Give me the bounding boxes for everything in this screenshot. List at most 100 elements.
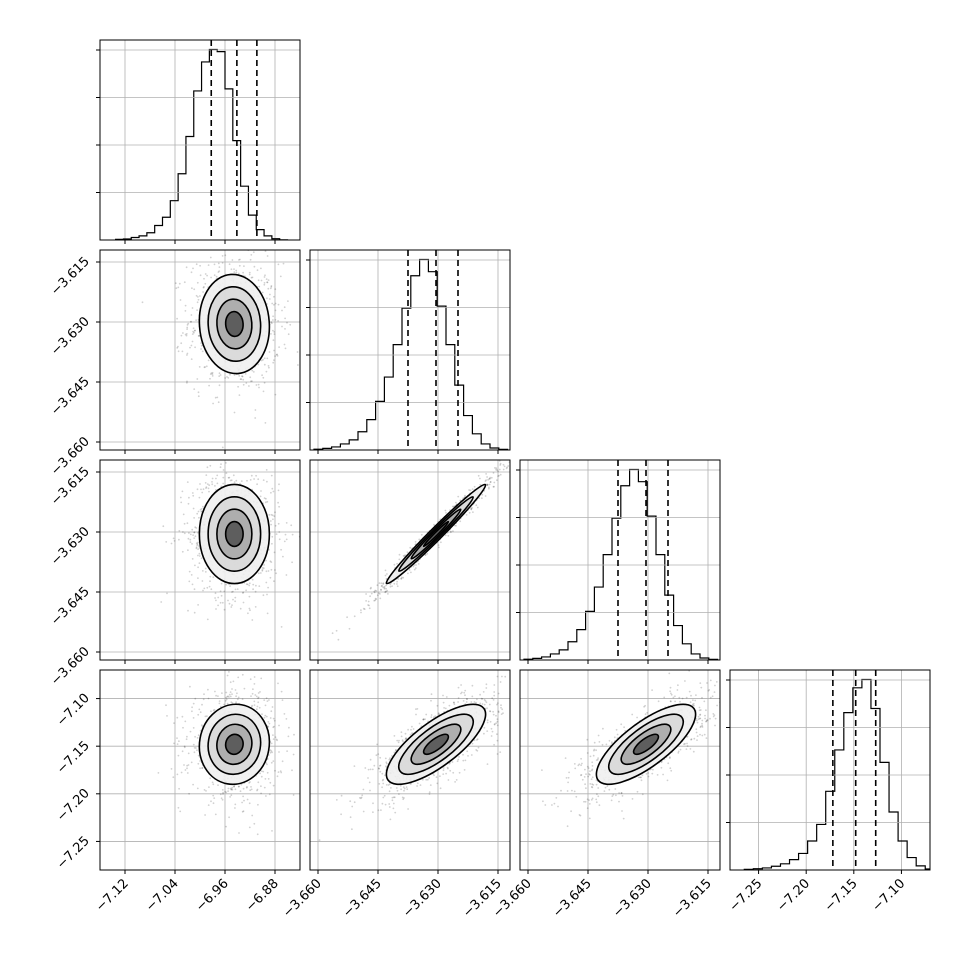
density-p3-p4 xyxy=(541,670,720,828)
contour-2 xyxy=(398,713,475,776)
sample-point xyxy=(268,453,270,455)
sample-point xyxy=(177,806,180,809)
sample-point xyxy=(239,482,241,485)
sample-point xyxy=(197,532,199,534)
sample-point xyxy=(229,373,231,376)
sample-point xyxy=(493,694,496,697)
sample-point xyxy=(231,702,234,704)
ytick-label-2: −3.630 xyxy=(48,314,93,359)
sample-point xyxy=(410,782,412,785)
sample-point xyxy=(269,520,272,522)
sample-point xyxy=(212,576,215,579)
sample-point xyxy=(277,263,280,266)
sample-point xyxy=(489,710,492,713)
sample-point xyxy=(391,796,394,799)
sample-point xyxy=(473,701,476,703)
sample-point xyxy=(221,262,224,264)
sample-point xyxy=(703,700,706,703)
sample-point xyxy=(262,567,265,570)
sample-point xyxy=(485,479,487,481)
sample-point xyxy=(191,333,194,335)
sample-point xyxy=(254,694,257,696)
sample-point xyxy=(248,802,251,805)
sample-point xyxy=(186,481,189,483)
sample-point xyxy=(209,373,212,375)
sample-point xyxy=(476,749,479,752)
sample-point xyxy=(239,258,241,261)
sample-point xyxy=(443,707,445,709)
sample-point xyxy=(400,731,403,734)
sample-point xyxy=(228,816,231,819)
sample-point xyxy=(285,522,288,524)
sample-point xyxy=(222,469,225,471)
sample-point xyxy=(191,492,194,494)
sample-point xyxy=(393,735,396,737)
sample-point xyxy=(277,522,280,525)
sample-point xyxy=(268,793,271,796)
sample-point xyxy=(260,267,262,270)
sample-point xyxy=(392,796,395,799)
sample-point xyxy=(282,262,285,265)
sample-point xyxy=(488,483,491,486)
sample-point xyxy=(405,786,408,788)
sample-point xyxy=(248,595,251,598)
sample-point xyxy=(222,791,224,794)
sample-point xyxy=(421,778,424,781)
sample-point xyxy=(257,383,260,386)
sample-point xyxy=(639,776,642,779)
sample-point xyxy=(230,788,233,791)
sample-point xyxy=(197,510,200,513)
sample-point xyxy=(265,278,268,280)
sample-point xyxy=(211,375,214,377)
sample-point xyxy=(331,632,334,635)
sample-point xyxy=(256,833,259,836)
sample-point xyxy=(273,551,276,554)
sample-point xyxy=(384,590,387,593)
sample-point xyxy=(360,609,362,611)
sample-point xyxy=(205,365,208,368)
sample-point xyxy=(217,604,219,607)
sample-point xyxy=(197,391,200,394)
sample-point xyxy=(495,467,498,470)
sample-point xyxy=(198,456,200,458)
sample-point xyxy=(277,771,280,773)
sample-point xyxy=(270,513,273,516)
sample-point xyxy=(272,315,274,318)
sample-point xyxy=(621,795,624,797)
sample-point xyxy=(233,271,236,273)
sample-point xyxy=(488,477,491,480)
sample-point xyxy=(281,760,284,763)
sample-point xyxy=(368,604,370,607)
sample-point xyxy=(250,380,252,383)
sample-point xyxy=(382,778,385,781)
sample-point xyxy=(180,334,183,337)
sample-point xyxy=(388,803,391,805)
sample-point xyxy=(264,422,267,424)
sample-point xyxy=(246,786,248,788)
sample-point xyxy=(273,580,275,583)
sample-point xyxy=(476,738,479,740)
sample-point xyxy=(429,784,432,786)
sample-point xyxy=(670,693,673,696)
sample-point xyxy=(203,587,206,590)
sample-point xyxy=(396,562,398,565)
sample-point xyxy=(181,490,184,493)
sample-point xyxy=(192,727,195,729)
sample-point xyxy=(492,710,494,713)
sample-point xyxy=(588,817,591,820)
sample-point xyxy=(257,701,260,704)
sample-point xyxy=(290,524,293,527)
sample-point xyxy=(272,726,275,729)
sample-point xyxy=(394,749,397,751)
sample-point xyxy=(466,698,468,701)
sample-point xyxy=(198,334,201,337)
sample-point xyxy=(280,690,283,693)
sample-point xyxy=(513,688,515,690)
sample-point xyxy=(200,508,203,510)
sample-point xyxy=(448,704,451,707)
sample-point xyxy=(263,282,266,284)
sample-point xyxy=(194,697,197,700)
sample-point xyxy=(233,785,235,788)
sample-point xyxy=(382,583,385,585)
sample-point xyxy=(462,753,464,756)
